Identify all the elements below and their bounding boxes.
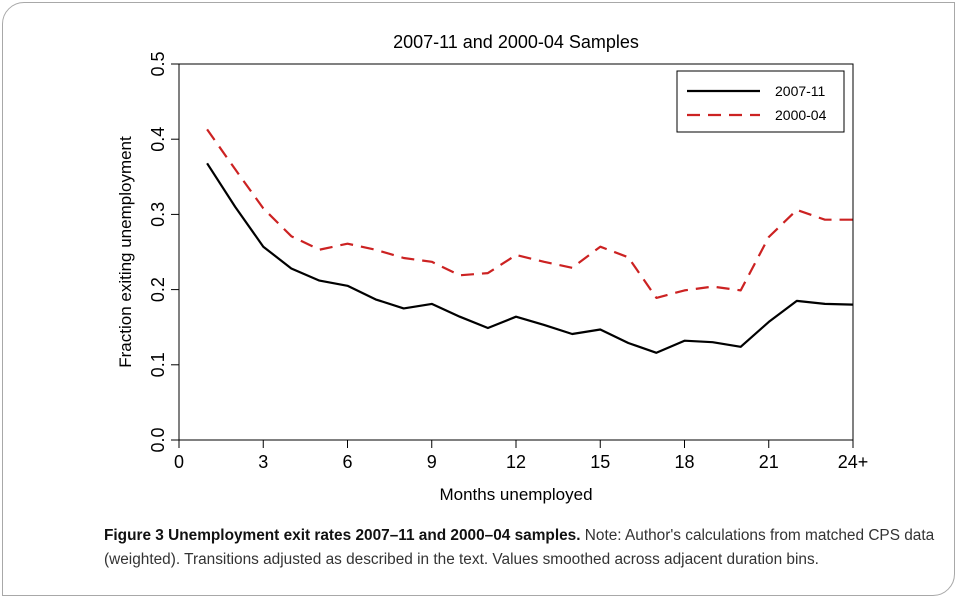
- x-axis: 0 3 6 9 12 15 18 21 24+: [174, 440, 868, 472]
- x-tick-label: 0: [174, 452, 184, 472]
- y-tick-label: 0.5: [148, 51, 168, 76]
- x-tick-label: 24+: [838, 452, 869, 472]
- series-line-1: [206, 162, 854, 354]
- series-line-2: [206, 128, 853, 299]
- x-tick-label: 21: [759, 452, 779, 472]
- legend-box: [676, 70, 845, 133]
- y-axis-title: Fraction exiting unemployment: [116, 136, 135, 368]
- x-tick-label: 15: [590, 452, 610, 472]
- x-tick-label: 18: [674, 452, 694, 472]
- line-chart: 2007-11 and 2000-04 Samples 0 3 6 9 12 15 18 21…: [116, 32, 868, 504]
- x-tick-label: 9: [427, 452, 437, 472]
- x-tick-label: 12: [506, 452, 526, 472]
- series-layer: [206, 128, 854, 354]
- y-tick-label: 0.3: [148, 202, 168, 227]
- y-axis: 0.0 0.1 0.2 0.3 0.4 0.5: [148, 51, 179, 453]
- x-tick-label: 6: [342, 452, 352, 472]
- y-tick-label: 0.1: [148, 352, 168, 377]
- legend: 2007-11 2000-04: [676, 70, 845, 133]
- legend-label-series-1: 2007-11: [775, 83, 826, 99]
- y-tick-label: 0.0: [148, 427, 168, 452]
- chart-title: 2007-11 and 2000-04 Samples: [393, 32, 639, 52]
- caption-title: Figure 3 Unemployment exit rates 2007–11…: [104, 527, 581, 544]
- caption-note: Note: Author's calculations from matched…: [104, 527, 935, 568]
- legend-label-series-2: 2000-04: [775, 107, 827, 123]
- y-tick-label: 0.4: [148, 127, 168, 152]
- y-tick-label: 0.2: [148, 277, 168, 302]
- x-tick-label: 3: [258, 452, 268, 472]
- figure-caption: Figure 3 Unemployment exit rates 2007–11…: [104, 524, 939, 572]
- x-axis-title: Months unemployed: [439, 485, 592, 504]
